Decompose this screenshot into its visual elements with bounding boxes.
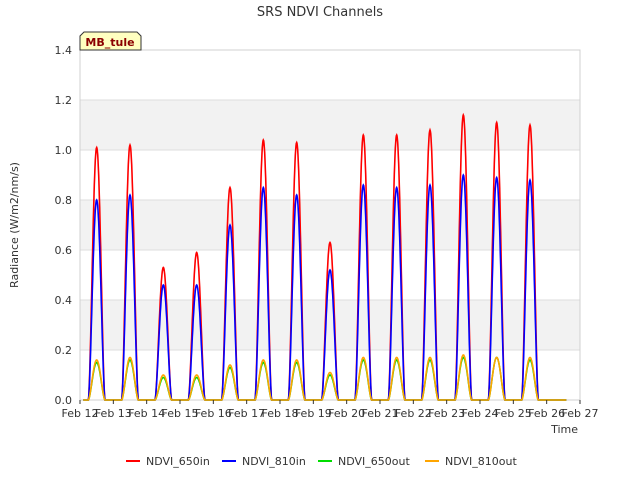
y-axis-ticks: 0.0 0.2 0.4 0.6 0.8 1.0 1.2 1.4 bbox=[55, 44, 73, 407]
y-tick-label: 1.2 bbox=[55, 94, 73, 107]
x-tick-label: Feb 24 bbox=[462, 407, 499, 420]
x-tick-label: Feb 13 bbox=[95, 407, 132, 420]
x-tick-label: Feb 23 bbox=[428, 407, 465, 420]
background-band bbox=[80, 100, 580, 150]
background-band bbox=[80, 300, 580, 350]
site-label: MB_tule bbox=[85, 36, 134, 49]
y-tick-label: 0.4 bbox=[55, 294, 73, 307]
y-tick-label: 0.0 bbox=[55, 394, 73, 407]
y-tick-label: 1.4 bbox=[55, 44, 73, 57]
x-axis-label: Time bbox=[550, 423, 578, 436]
x-tick-label: Feb 17 bbox=[228, 407, 265, 420]
x-tick-label: Feb 14 bbox=[128, 407, 165, 420]
x-tick-label: Feb 27 bbox=[562, 407, 599, 420]
y-tick-label: 0.2 bbox=[55, 344, 73, 357]
site-label-box: MB_tule bbox=[79, 31, 142, 51]
x-tick-label: Feb 26 bbox=[528, 407, 565, 420]
x-tick-label: Feb 25 bbox=[495, 407, 532, 420]
x-tick-label: Feb 21 bbox=[362, 407, 399, 420]
legend: NDVI_650in NDVI_810in NDVI_650out NDVI_810o… bbox=[126, 455, 517, 468]
legend-label: NDVI_810out bbox=[445, 455, 517, 468]
legend-label: NDVI_810in bbox=[242, 455, 306, 468]
x-tick-label: Feb 19 bbox=[295, 407, 332, 420]
chart-title: SRS NDVI Channels bbox=[257, 5, 383, 20]
x-tick-label: Feb 12 bbox=[62, 407, 99, 420]
plot-frame bbox=[79, 49, 581, 401]
x-tick-label: Feb 22 bbox=[395, 407, 432, 420]
x-tick-label: Feb 18 bbox=[262, 407, 299, 420]
y-tick-label: 0.6 bbox=[55, 244, 73, 257]
y-axis-label: Radiance (W/m2/nm/s) bbox=[8, 162, 21, 288]
y-tick-label: 1.0 bbox=[55, 144, 73, 157]
series-lines bbox=[83, 112, 567, 401]
plot-background-bands bbox=[80, 100, 580, 350]
x-tick-label: Feb 15 bbox=[162, 407, 199, 420]
y-tick-label: 0.8 bbox=[55, 194, 73, 207]
series-line-ndvi-810out bbox=[83, 354, 567, 401]
legend-label: NDVI_650out bbox=[338, 455, 410, 468]
x-tick-label: Feb 20 bbox=[328, 407, 365, 420]
legend-label: NDVI_650in bbox=[146, 455, 210, 468]
x-tick-label: Feb 16 bbox=[195, 407, 232, 420]
